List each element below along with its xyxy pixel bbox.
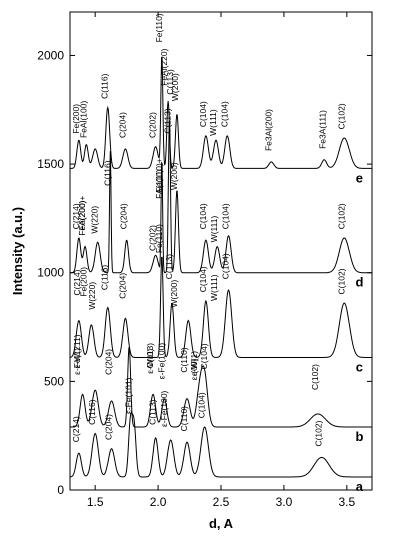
peak-annotation: C(116): [100, 265, 110, 291]
peak-annotation: Fe(200): [71, 104, 81, 134]
peak-annotation: C(110): [179, 347, 189, 373]
x-tick-label: 2.5: [213, 495, 230, 509]
peak-annotation: C(113): [145, 343, 155, 369]
peak-annotation: Fe3A(111): [317, 110, 327, 149]
y-tick-label: 500: [44, 374, 64, 388]
traces: a b c d e: [69, 56, 372, 494]
peak-annotation: C(104): [197, 392, 207, 418]
peak-annotation: C(116): [87, 399, 97, 425]
y-tick-label: 0: [57, 483, 64, 497]
peak-annotation: C(214): [72, 269, 82, 295]
trace-label-e: e: [356, 170, 363, 185]
x-tick-label: 2.0: [150, 495, 167, 509]
trace-c: [69, 256, 372, 358]
peak-annotation: C(104): [198, 203, 208, 229]
peak-annotation: W(111): [208, 109, 218, 136]
x-tick-label: 3.5: [338, 495, 355, 509]
plot-frame: [69, 11, 373, 491]
trace-e: [70, 56, 372, 169]
x-tick-label: 3.0: [276, 495, 293, 509]
peak-annotation: ε-W(0): [145, 349, 155, 374]
peak-annotation: C(116): [102, 160, 112, 186]
peak-annotation: FeAl(100): [78, 101, 88, 138]
peak-annotation: C(104): [199, 343, 209, 369]
y-axis-ticks: 0 500 1000 1500 2000: [37, 48, 372, 497]
peak-annotation: FeAl(220): [159, 48, 169, 85]
peak-annotation: Fe3Al(200): [263, 109, 273, 151]
peak-annotation: W(220): [90, 206, 100, 234]
axes: [69, 11, 373, 491]
peak-annotation: C(202): [148, 112, 158, 138]
peak-annotation: W(200): [170, 73, 180, 101]
peak-annotation: W(200): [169, 279, 179, 307]
peak-annotation: C(113): [165, 69, 175, 95]
peak-annotation: W(200): [169, 162, 179, 190]
peak-annotation: C(104): [198, 101, 208, 127]
peak-annotation: Fe(110): [154, 13, 164, 42]
peak-annotation: C(204): [117, 112, 127, 138]
peak-annotation: C(102): [336, 268, 346, 294]
trace-a: [70, 412, 372, 478]
peak-annotation: C(102): [336, 203, 346, 229]
peak-annotation: ε-(00): [189, 358, 199, 380]
peak-annotation: Fe(200)+: [77, 196, 87, 231]
peak-annotation: C(102): [336, 103, 346, 129]
peak-annotations: C(214)C(116)C(204)ε-Fe(101) C(113) ε-Fe(10…: [71, 13, 347, 446]
peak-annotation: C(102): [310, 364, 320, 390]
y-axis-title: Intensity (a.u.): [10, 207, 25, 295]
peak-annotation: C(104): [219, 101, 229, 127]
x-axis-ticks: 1.5 2.0 2.5 3.0 3.5: [87, 12, 355, 509]
peak-annotation: C(116): [100, 73, 110, 99]
peak-annotation: FeA(200): [77, 200, 87, 236]
peak-annotation: ε-W(1): [189, 351, 199, 376]
peak-annotation: ε-Fe(101): [124, 377, 134, 414]
peak-annotation: C(202): [148, 225, 158, 251]
peak-annotation: Fe(200): [78, 267, 88, 297]
peak-annotation: C(110): [179, 406, 189, 432]
trace-label-d: d: [355, 275, 363, 290]
peak-annotation: C(104): [221, 203, 231, 229]
peak-annotation: C(204): [104, 349, 114, 375]
peak-annotation: C(204): [117, 273, 127, 299]
y-tick-label: 1500: [37, 157, 64, 171]
peak-annotation: Fe(110)+: [154, 158, 164, 192]
peak-annotation: ε-W(211): [72, 334, 82, 368]
trace-label-c: c: [356, 359, 363, 374]
x-tick-label: 1.5: [87, 495, 104, 509]
peak-annotation: C(102): [314, 420, 324, 446]
peak-annotation: FA(110): [154, 169, 164, 199]
x-axis-title: d, A: [209, 516, 234, 531]
peak-annotation: C(113): [163, 108, 173, 134]
peak-annotation: Fe(110): [154, 224, 164, 253]
peak-annotation: ε-Fe(1): [72, 348, 82, 375]
peak-annotation: C(104): [221, 253, 231, 279]
peak-annotation: W(111): [209, 274, 219, 301]
trace-label-b: b: [355, 429, 363, 444]
peak-annotation: W(111): [209, 216, 219, 243]
peak-annotation: C(113): [148, 399, 158, 425]
peak-annotation: C(214): [71, 416, 81, 442]
peak-annotation: ε-Fe(100): [156, 343, 166, 380]
peak-annotation: ε-Fe(100): [159, 390, 169, 427]
peak-annotation: C(204): [119, 203, 129, 229]
trace-label-a: a: [356, 479, 364, 494]
peak-annotation: C(214): [71, 203, 81, 229]
trace-d: [70, 120, 372, 274]
peak-annotation: W(220): [87, 282, 97, 310]
trace-b: [70, 347, 372, 428]
peak-annotation: C(104): [198, 266, 208, 292]
y-tick-label: 2000: [37, 48, 64, 62]
peak-annotation: C(113): [164, 254, 174, 280]
peak-annotation: C(204): [104, 414, 114, 440]
y-tick-label: 1000: [37, 266, 64, 280]
